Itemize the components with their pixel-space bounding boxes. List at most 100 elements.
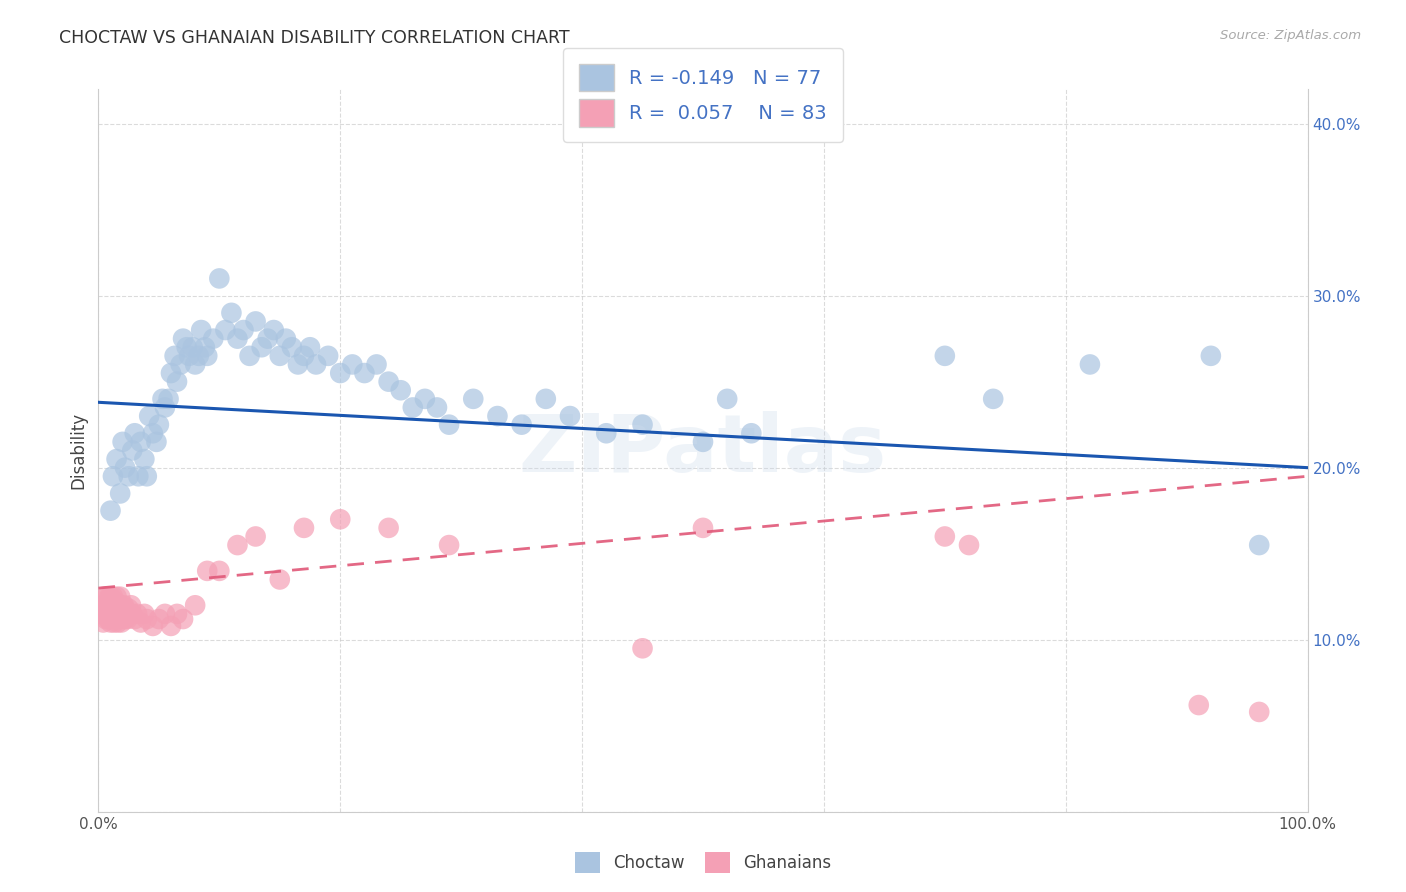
- Point: [692, 521, 714, 535]
- Point: [208, 271, 231, 285]
- Point: [100, 595, 122, 609]
- Point: [202, 332, 225, 346]
- Point: [366, 358, 388, 372]
- Point: [110, 607, 132, 621]
- Point: [342, 358, 364, 372]
- Point: [101, 590, 124, 604]
- Point: [402, 401, 425, 415]
- Point: [1188, 698, 1211, 712]
- Point: [190, 323, 212, 337]
- Point: [111, 612, 134, 626]
- Point: [239, 349, 262, 363]
- Point: [426, 401, 449, 415]
- Point: [176, 340, 198, 354]
- Point: [299, 340, 322, 354]
- Point: [305, 358, 328, 372]
- Point: [103, 615, 125, 630]
- Point: [437, 538, 460, 552]
- Point: [153, 401, 176, 415]
- Point: [134, 452, 156, 467]
- Point: [195, 564, 218, 578]
- Point: [486, 409, 509, 423]
- Point: [112, 599, 135, 613]
- Point: [631, 417, 654, 432]
- Point: [103, 599, 125, 613]
- Point: [108, 590, 131, 604]
- Point: [121, 443, 143, 458]
- Point: [160, 366, 183, 380]
- Point: [107, 599, 129, 613]
- Point: [269, 349, 291, 363]
- Point: [692, 434, 714, 449]
- Point: [108, 612, 131, 626]
- Point: [329, 512, 352, 526]
- Point: [148, 417, 170, 432]
- Point: [100, 612, 122, 626]
- Point: [105, 590, 128, 604]
- Text: ZIPatlas: ZIPatlas: [519, 411, 887, 490]
- Point: [111, 601, 134, 615]
- Point: [463, 392, 485, 406]
- Legend: R = -0.149   N = 77, R =  0.057    N = 83: R = -0.149 N = 77, R = 0.057 N = 83: [564, 48, 842, 142]
- Point: [100, 590, 122, 604]
- Point: [98, 590, 121, 604]
- Point: [124, 426, 146, 441]
- Legend: Choctaw, Ghanaians: Choctaw, Ghanaians: [568, 846, 838, 880]
- Point: [97, 599, 120, 613]
- Point: [208, 564, 231, 578]
- Point: [97, 612, 120, 626]
- Point: [138, 409, 160, 423]
- Y-axis label: Disability: Disability: [69, 412, 87, 489]
- Point: [316, 349, 339, 363]
- Point: [114, 601, 136, 615]
- Point: [172, 332, 194, 346]
- Point: [1249, 705, 1271, 719]
- Point: [184, 599, 207, 613]
- Point: [90, 607, 112, 621]
- Point: [96, 590, 118, 604]
- Point: [121, 607, 143, 621]
- Point: [534, 392, 557, 406]
- Point: [105, 607, 128, 621]
- Point: [142, 619, 165, 633]
- Point: [981, 392, 1004, 406]
- Point: [142, 426, 165, 441]
- Text: CHOCTAW VS GHANAIAN DISABILITY CORRELATION CHART: CHOCTAW VS GHANAIAN DISABILITY CORRELATI…: [59, 29, 569, 46]
- Point: [124, 612, 146, 626]
- Point: [94, 612, 117, 626]
- Point: [292, 521, 315, 535]
- Point: [93, 607, 115, 621]
- Point: [631, 641, 654, 656]
- Point: [91, 599, 114, 613]
- Point: [934, 349, 956, 363]
- Point: [96, 607, 118, 621]
- Point: [114, 460, 136, 475]
- Point: [1249, 538, 1271, 552]
- Point: [103, 607, 125, 621]
- Point: [160, 619, 183, 633]
- Point: [281, 340, 304, 354]
- Point: [163, 349, 186, 363]
- Point: [91, 615, 114, 630]
- Point: [107, 615, 129, 630]
- Point: [329, 366, 352, 380]
- Point: [157, 392, 180, 406]
- Point: [101, 469, 124, 483]
- Point: [245, 529, 267, 543]
- Point: [957, 538, 980, 552]
- Point: [256, 332, 278, 346]
- Point: [1078, 358, 1101, 372]
- Point: [716, 392, 738, 406]
- Point: [98, 607, 121, 621]
- Point: [100, 615, 122, 630]
- Point: [184, 358, 207, 372]
- Point: [179, 349, 201, 363]
- Point: [127, 469, 149, 483]
- Point: [100, 601, 122, 615]
- Point: [117, 612, 139, 626]
- Point: [127, 607, 149, 621]
- Point: [105, 612, 128, 626]
- Point: [250, 340, 273, 354]
- Point: [108, 486, 131, 500]
- Point: [510, 417, 533, 432]
